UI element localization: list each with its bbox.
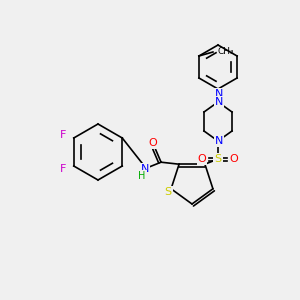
Text: CH₃: CH₃ <box>218 47 235 56</box>
Text: H: H <box>138 171 146 181</box>
Text: S: S <box>164 187 172 197</box>
Text: N: N <box>215 136 223 146</box>
Text: N: N <box>215 89 223 99</box>
Text: O: O <box>149 138 158 148</box>
Text: N: N <box>141 164 149 174</box>
Text: S: S <box>214 154 222 164</box>
Text: F: F <box>59 164 66 174</box>
Text: O: O <box>230 154 238 164</box>
Text: F: F <box>59 130 66 140</box>
Text: O: O <box>198 154 206 164</box>
Text: N: N <box>215 97 223 107</box>
